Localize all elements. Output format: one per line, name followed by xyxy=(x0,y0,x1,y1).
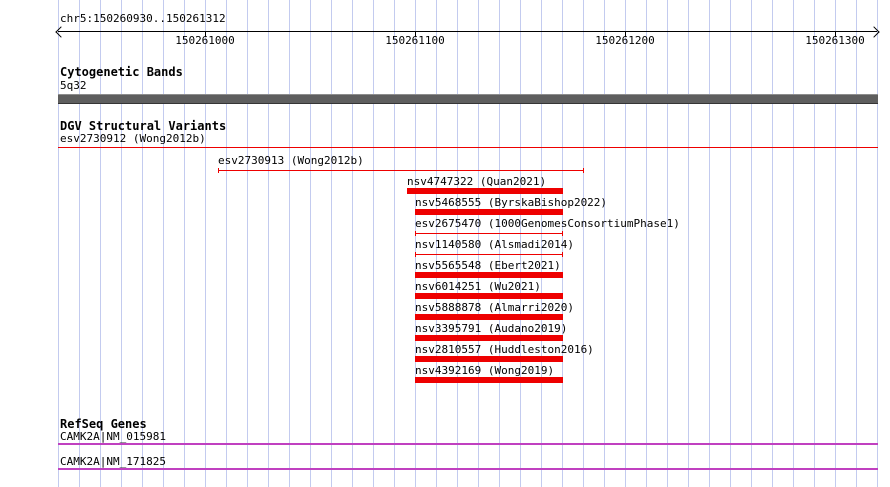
variant-label[interactable]: nsv5888878 (Almarri2020) xyxy=(415,301,574,314)
ruler-tick xyxy=(625,31,626,37)
ruler-tick-label: 150261100 xyxy=(385,34,445,47)
variant-bar[interactable] xyxy=(407,188,563,194)
variant-label[interactable]: nsv2810557 (Huddleston2016) xyxy=(415,343,594,356)
variant-bar[interactable] xyxy=(415,377,563,383)
variant-label[interactable]: esv2675470 (1000GenomesConsortiumPhase1) xyxy=(415,217,680,230)
grid-lines xyxy=(58,0,878,487)
variant-label[interactable]: nsv5468555 (ByrskaBishop2022) xyxy=(415,196,608,209)
track-title-cytobands: Cytogenetic Bands xyxy=(60,65,183,79)
variant-endtick xyxy=(218,168,219,173)
gene-line[interactable] xyxy=(58,468,878,470)
variant-bar[interactable] xyxy=(415,293,563,299)
variant-bar[interactable] xyxy=(415,272,563,278)
variant-label[interactable]: nsv3395791 (Audano2019) xyxy=(415,322,568,335)
variant-bar[interactable] xyxy=(415,356,563,362)
variant-bar[interactable] xyxy=(415,209,563,215)
variant-line[interactable] xyxy=(218,170,584,171)
variant-bar[interactable] xyxy=(415,335,563,341)
variant-endtick xyxy=(415,252,416,257)
gene-label[interactable]: CAMK2A|NM_015981 xyxy=(60,430,166,443)
variant-label[interactable]: esv2730913 (Wong2012b) xyxy=(218,154,364,167)
ruler-tick xyxy=(205,31,206,37)
ruler-tick-label: 150261000 xyxy=(175,34,235,47)
variant-label[interactable]: nsv4747322 (Quan2021) xyxy=(407,175,547,188)
variant-endtick xyxy=(562,252,563,257)
variant-label[interactable]: esv2730912 (Wong2012b) xyxy=(60,132,206,145)
variant-bar[interactable] xyxy=(415,314,563,320)
variant-label[interactable]: nsv4392169 (Wong2019) xyxy=(415,364,555,377)
cytoband-label: 5q32 xyxy=(60,79,87,92)
variant-endtick xyxy=(583,168,584,173)
gene-label[interactable]: CAMK2A|NM_171825 xyxy=(60,455,166,468)
cytoband-bar[interactable] xyxy=(58,94,878,104)
ruler-line xyxy=(58,31,877,32)
variant-endtick xyxy=(415,231,416,236)
ruler-tick-label: 150261200 xyxy=(595,34,655,47)
variant-line[interactable] xyxy=(58,147,878,148)
variant-label[interactable]: nsv6014251 (Wu2021) xyxy=(415,280,541,293)
variant-label[interactable]: nsv1140580 (Alsmadi2014) xyxy=(415,238,574,251)
variant-line[interactable] xyxy=(415,254,563,255)
variant-label[interactable]: nsv5565548 (Ebert2021) xyxy=(415,259,561,272)
variant-endtick xyxy=(562,231,563,236)
gene-line[interactable] xyxy=(58,443,878,445)
track-title-dgv: DGV Structural Variants xyxy=(60,119,227,133)
region-label: chr5:150260930..150261312 xyxy=(60,12,226,25)
ruler-tick-label: 150261300 xyxy=(805,34,865,47)
ruler-tick xyxy=(835,31,836,37)
ruler-tick xyxy=(415,31,416,37)
track-title-refseq: RefSeq Genes xyxy=(60,417,147,431)
variant-line[interactable] xyxy=(415,233,563,234)
